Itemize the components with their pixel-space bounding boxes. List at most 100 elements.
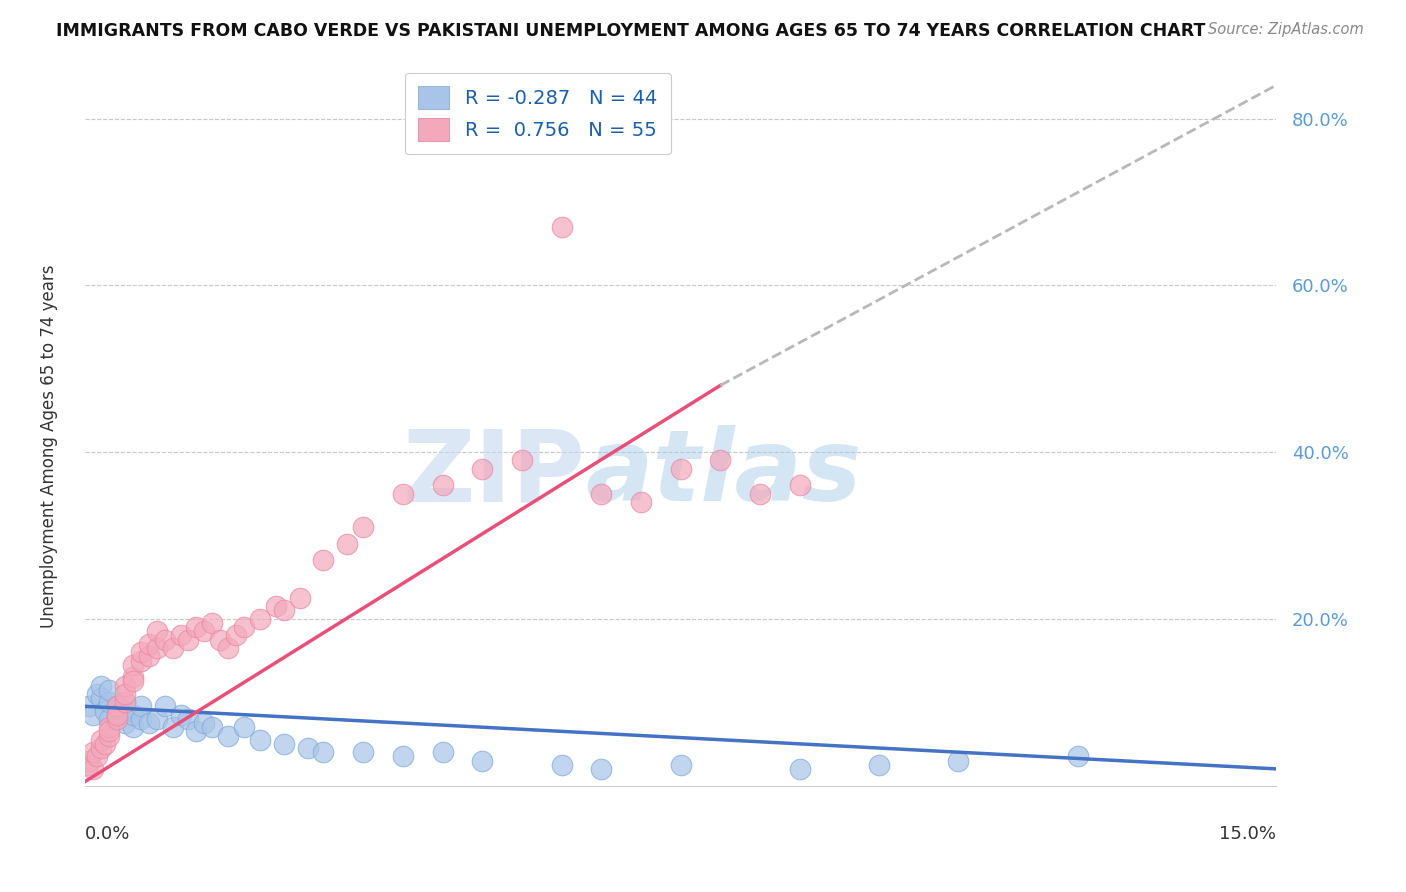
Text: ZIP: ZIP	[402, 425, 585, 523]
Point	[76, 757, 98, 772]
Point	[138, 637, 160, 651]
Text: Source: ZipAtlas.com: Source: ZipAtlas.com	[1208, 22, 1364, 37]
Point	[273, 737, 295, 751]
Point	[145, 640, 167, 655]
Point	[114, 695, 136, 709]
Point	[669, 462, 692, 476]
Point	[391, 487, 413, 501]
Point	[82, 762, 104, 776]
Point	[201, 720, 224, 734]
Point	[177, 632, 200, 647]
Point	[591, 762, 613, 776]
Point	[312, 553, 335, 567]
Point	[1066, 749, 1088, 764]
Point	[122, 707, 145, 722]
Point	[82, 707, 104, 722]
Point	[86, 749, 108, 764]
Point	[193, 624, 215, 639]
Point	[336, 537, 359, 551]
Point	[352, 520, 374, 534]
Point	[550, 220, 572, 235]
Point	[471, 754, 494, 768]
Point	[105, 707, 128, 722]
Point	[77, 699, 100, 714]
Point	[177, 712, 200, 726]
Point	[153, 699, 176, 714]
Point	[122, 674, 145, 689]
Point	[90, 691, 112, 706]
Point	[789, 762, 811, 776]
Point	[186, 724, 208, 739]
Point	[217, 640, 239, 655]
Point	[98, 682, 121, 697]
Point	[94, 737, 117, 751]
Point	[114, 704, 136, 718]
Point	[630, 495, 652, 509]
Point	[312, 745, 335, 759]
Point	[264, 599, 287, 614]
Point	[129, 653, 152, 667]
Point	[209, 632, 232, 647]
Text: 0.0%: 0.0%	[86, 824, 131, 843]
Text: atlas: atlas	[585, 425, 862, 523]
Text: Unemployment Among Ages 65 to 74 years: Unemployment Among Ages 65 to 74 years	[41, 264, 58, 628]
Point	[86, 687, 108, 701]
Point	[105, 699, 128, 714]
Point	[90, 732, 112, 747]
Point	[225, 628, 247, 642]
Point	[98, 695, 121, 709]
Point	[201, 615, 224, 630]
Point	[709, 453, 731, 467]
Point	[789, 478, 811, 492]
Point	[114, 716, 136, 731]
Point	[98, 720, 121, 734]
Point	[122, 657, 145, 672]
Point	[169, 628, 191, 642]
Point	[77, 754, 100, 768]
Point	[105, 712, 128, 726]
Point	[669, 757, 692, 772]
Point	[153, 632, 176, 647]
Point	[432, 478, 454, 492]
Point	[98, 729, 121, 743]
Point	[114, 687, 136, 701]
Point	[145, 624, 167, 639]
Point	[138, 649, 160, 664]
Point	[145, 712, 167, 726]
Point	[186, 620, 208, 634]
Point	[591, 487, 613, 501]
Point	[122, 720, 145, 734]
Text: 15.0%: 15.0%	[1219, 824, 1277, 843]
Point	[129, 699, 152, 714]
Point	[114, 679, 136, 693]
Point	[162, 720, 184, 734]
Point	[129, 645, 152, 659]
Point	[105, 699, 128, 714]
Point	[122, 670, 145, 684]
Point	[82, 745, 104, 759]
Point	[432, 745, 454, 759]
Point	[105, 707, 128, 722]
Text: IMMIGRANTS FROM CABO VERDE VS PAKISTANI UNEMPLOYMENT AMONG AGES 65 TO 74 YEARS C: IMMIGRANTS FROM CABO VERDE VS PAKISTANI …	[56, 22, 1205, 40]
Point	[868, 757, 890, 772]
Point	[273, 603, 295, 617]
Legend: R = -0.287   N = 44, R =  0.756   N = 55: R = -0.287 N = 44, R = 0.756 N = 55	[405, 72, 671, 154]
Point	[114, 695, 136, 709]
Point	[90, 741, 112, 756]
Point	[98, 712, 121, 726]
Point	[193, 716, 215, 731]
Point	[249, 732, 271, 747]
Point	[510, 453, 533, 467]
Point	[94, 704, 117, 718]
Point	[169, 707, 191, 722]
Point	[98, 724, 121, 739]
Point	[749, 487, 772, 501]
Point	[288, 591, 311, 605]
Point	[233, 720, 256, 734]
Point	[391, 749, 413, 764]
Point	[162, 640, 184, 655]
Point	[129, 712, 152, 726]
Point	[948, 754, 970, 768]
Point	[233, 620, 256, 634]
Point	[138, 716, 160, 731]
